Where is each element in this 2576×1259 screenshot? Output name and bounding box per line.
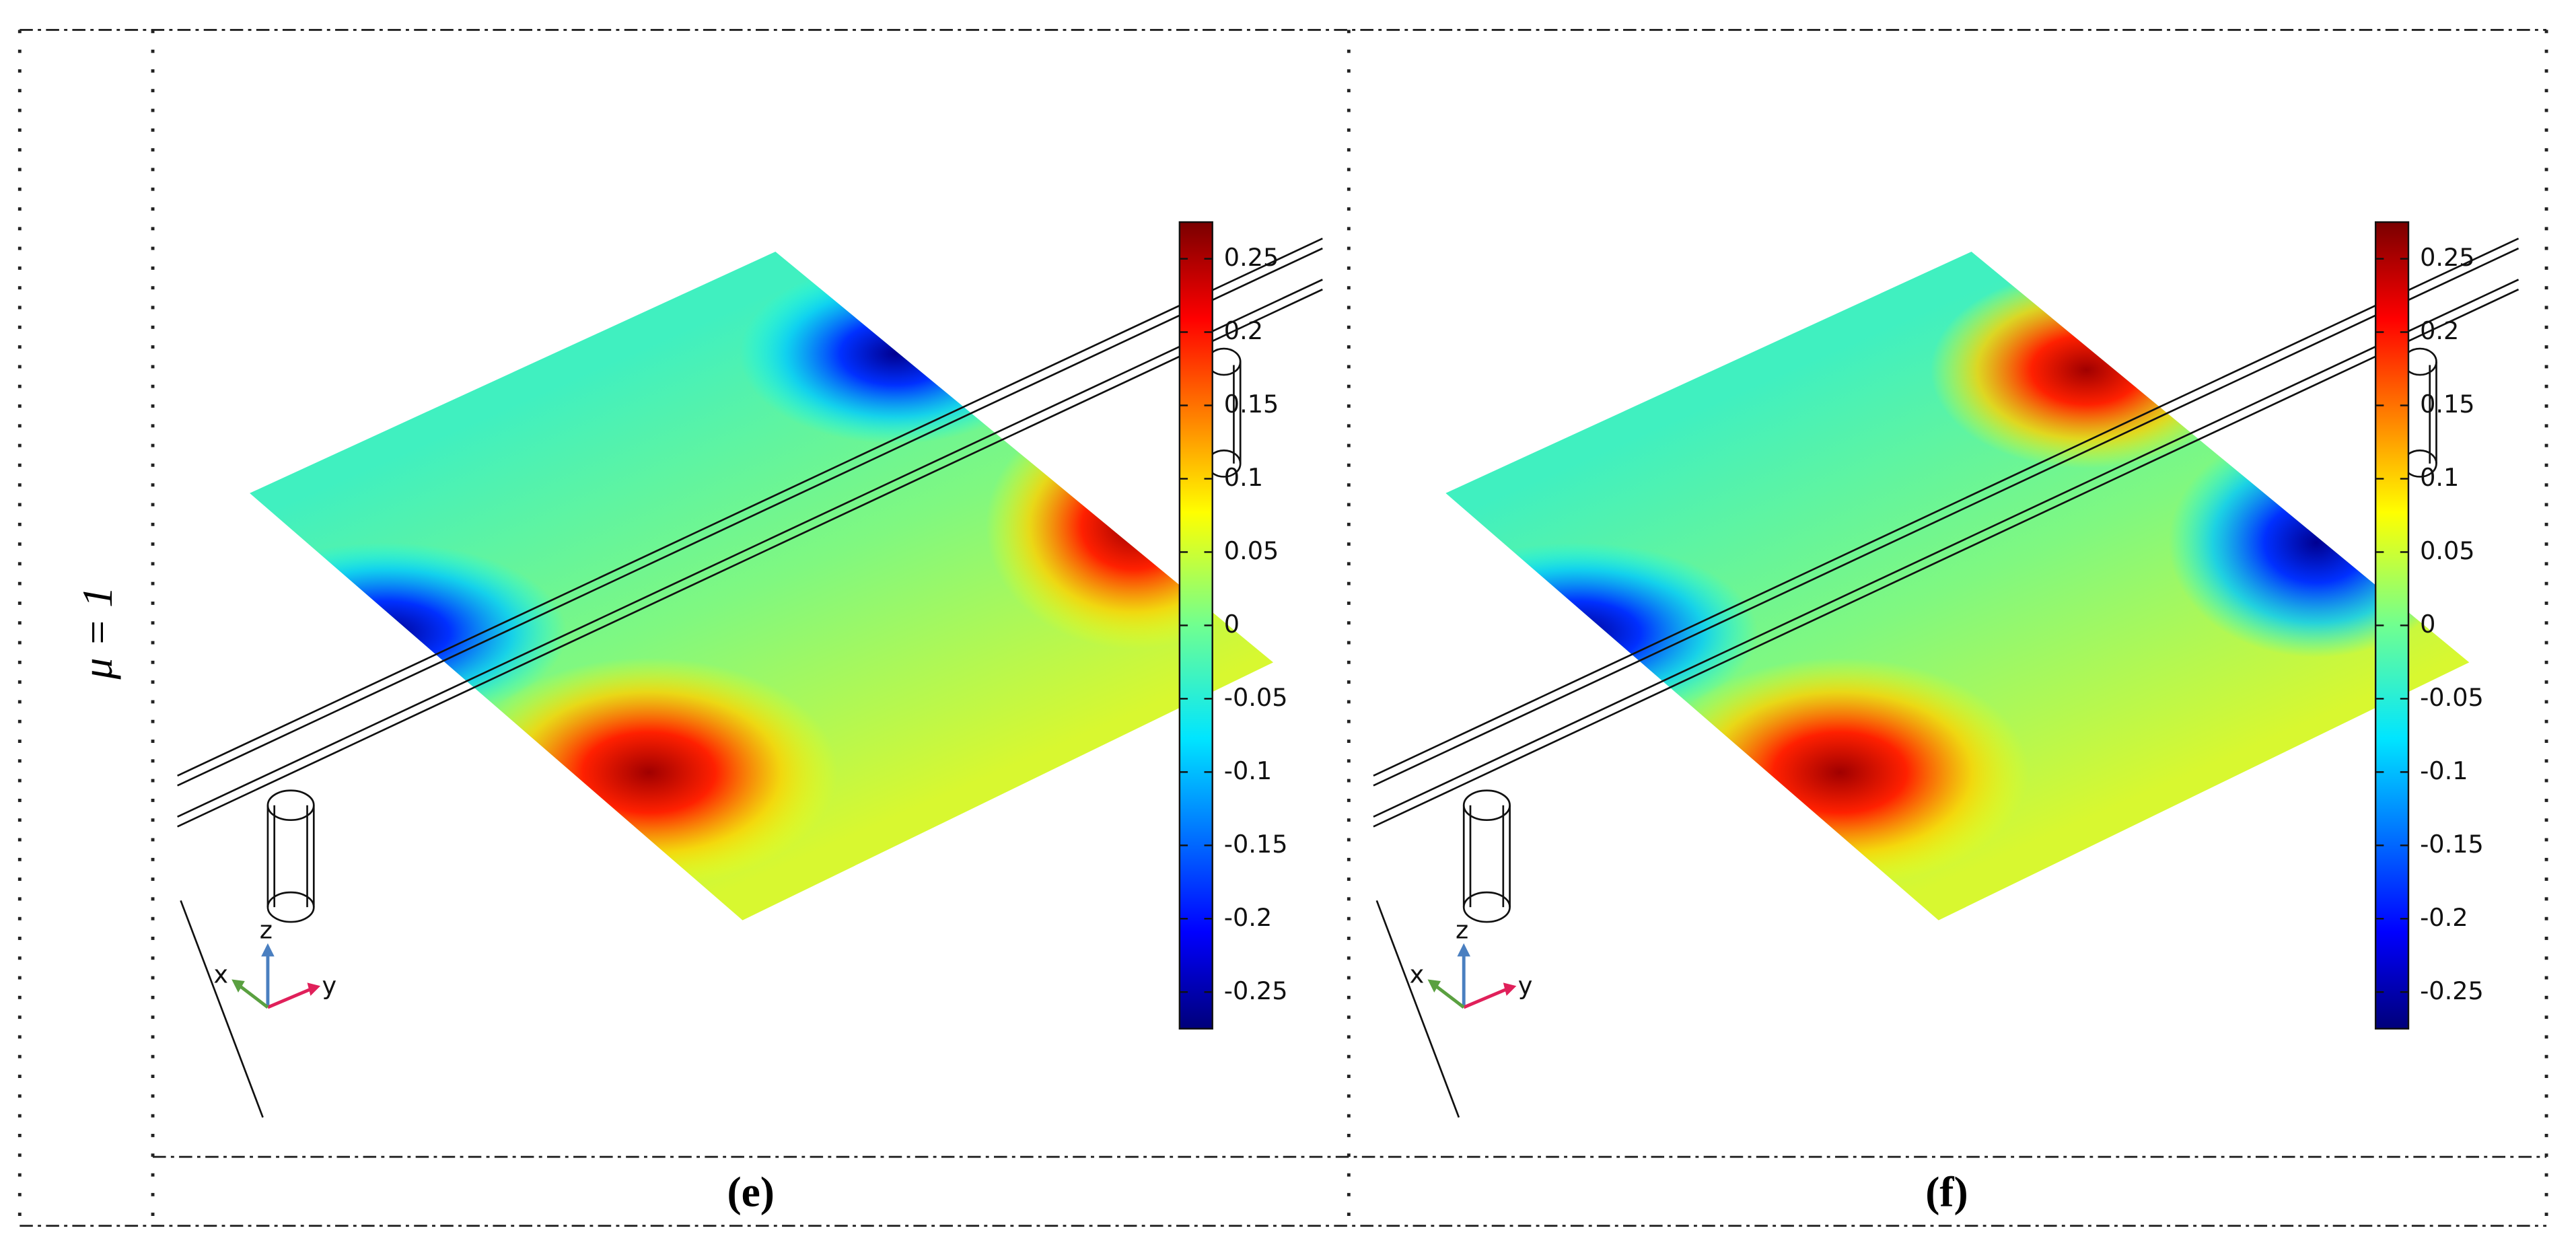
colorbar-tick-label: -0.1 — [1224, 756, 1272, 785]
wire — [177, 288, 1323, 828]
colorbar-tick-label: 0.05 — [1224, 536, 1279, 565]
colorbar-tick-label: 0.2 — [1224, 316, 1263, 345]
row-label: μ = 1 — [73, 586, 121, 680]
axis-letter: z — [1456, 915, 1468, 944]
colorbar-tick-label: -0.2 — [1224, 903, 1272, 932]
colorbar-tick-label: -0.05 — [1224, 683, 1288, 712]
axis-y — [266, 987, 312, 1009]
axis-letter: y — [1518, 971, 1533, 1000]
field-spot — [739, 263, 1052, 444]
colorbar-tick-label: 0.1 — [1224, 463, 1263, 492]
wire — [177, 238, 1323, 777]
wire — [177, 279, 1323, 818]
axis-x — [1435, 984, 1465, 1009]
colorbar-tick-label: 0.15 — [2420, 390, 2475, 419]
axis-z — [1457, 943, 1470, 957]
colorbar-tick-label: 0.25 — [1224, 243, 1279, 272]
colorbar-tick-label: -0.1 — [2420, 756, 2468, 785]
colorbar-tick-label: 0.25 — [2420, 243, 2475, 272]
field-plane — [1445, 251, 2470, 921]
wire — [177, 247, 1323, 787]
field-spot — [460, 657, 838, 888]
axis-y — [1463, 987, 1507, 1009]
panel-label: (f) — [1925, 1167, 1968, 1215]
wire — [1373, 238, 2519, 777]
wire — [1373, 279, 2519, 818]
colorbar-tick-label: 0 — [2420, 610, 2435, 639]
slant-line — [1375, 900, 1460, 1118]
axis-y — [1503, 982, 1517, 996]
axis-y — [307, 982, 321, 996]
colorbar-tick-label: -0.2 — [2420, 903, 2468, 932]
colorbar-tick-label: -0.25 — [2420, 976, 2484, 1005]
axis-letter: x — [213, 960, 228, 988]
axis-x — [238, 984, 269, 1009]
axis-x — [231, 979, 245, 993]
wire — [1373, 288, 2519, 828]
colorbar-tick-label: -0.25 — [1224, 976, 1288, 1005]
axis-x — [1427, 979, 1441, 993]
slant-line — [180, 900, 264, 1118]
colorbar-tick-label: 0 — [1224, 610, 1240, 639]
axis-letter: x — [1410, 960, 1425, 988]
panel: z y x 0.25 0.2 0.15 0.1 0.05 0 -0.05 -0.1 -0.15 -0.2… — [177, 221, 1323, 1215]
panel-label: (e) — [727, 1167, 774, 1215]
colorbar-tick-label: 0.2 — [2420, 316, 2459, 345]
colorbar-tick-label: -0.15 — [1224, 830, 1288, 859]
colorbar-tick-label: -0.05 — [2420, 683, 2484, 712]
axis-letter: y — [322, 971, 337, 1000]
colorbar-tick-label: 0.15 — [1224, 390, 1279, 419]
colorbar-tick-label: -0.15 — [2420, 830, 2484, 859]
field-plane — [250, 251, 1274, 921]
field-spot — [1930, 271, 2243, 469]
colorbar-tick-label: 0.05 — [2420, 536, 2475, 565]
wire — [1373, 247, 2519, 787]
field-spot — [1651, 657, 2030, 888]
axis-z — [261, 943, 275, 957]
panel: z y x 0.25 0.2 0.15 0.1 0.05 0 -0.05 -0.1 -0.15 -0.2… — [1373, 221, 2519, 1215]
axis-letter: z — [260, 915, 273, 944]
colorbar-tick-label: 0.1 — [2420, 463, 2459, 492]
